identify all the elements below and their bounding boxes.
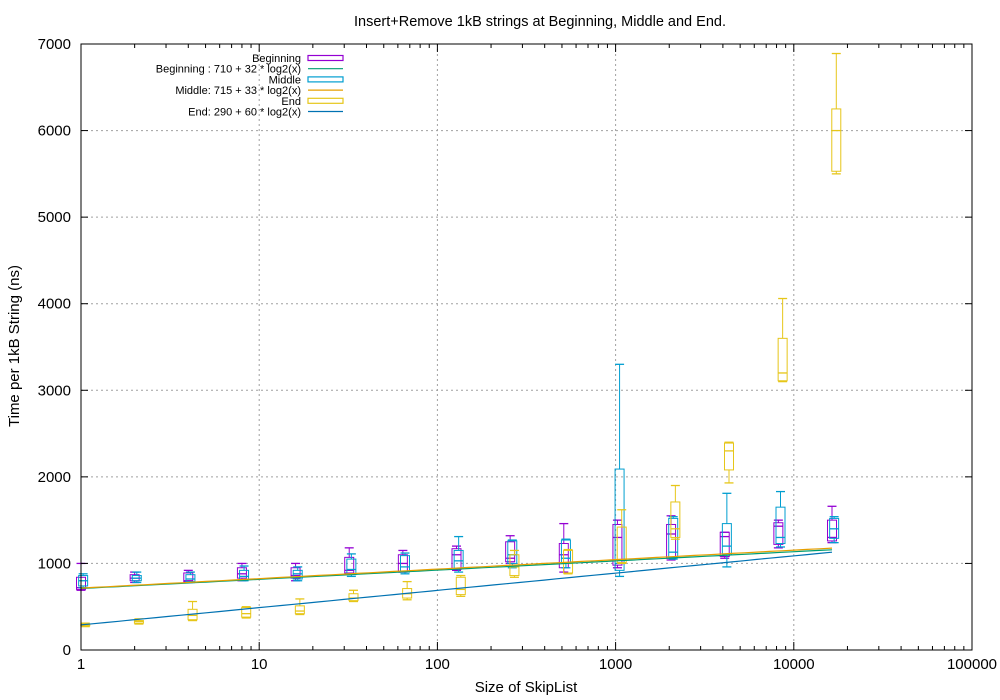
y-tick-label: 5000 [38, 209, 71, 226]
box-iqr [290, 567, 301, 579]
axis-ticks [80, 43, 973, 651]
box-iqr [719, 531, 730, 558]
box-end [294, 598, 305, 616]
box-end [187, 600, 198, 622]
box-end [777, 297, 788, 383]
legend-label: Beginning : 710 + 32 * log2(x) [156, 64, 301, 76]
box-end [616, 509, 627, 565]
y-tick-label: 6000 [38, 123, 71, 140]
box-iqr [723, 442, 734, 471]
box-iqr [831, 108, 842, 172]
box-end [455, 574, 466, 597]
box-iqr [827, 519, 838, 542]
legend-label: Beginning [252, 53, 301, 65]
box-middle [292, 566, 303, 582]
legend-swatch-box [307, 54, 344, 62]
legend-swatch-box [307, 76, 344, 83]
box-end [831, 52, 842, 175]
box-iqr [236, 567, 247, 579]
box-beginning [773, 519, 784, 549]
fit-line [80, 547, 833, 589]
y-tick-label: 0 [63, 642, 71, 659]
box-iqr [344, 556, 355, 574]
y-tick-label: 2000 [38, 469, 71, 486]
box-beginning [719, 531, 730, 559]
x-tick-label: 100 [425, 656, 450, 673]
box-middle [78, 573, 89, 589]
fit-line [80, 549, 833, 590]
box-middle [507, 539, 518, 569]
legend-label: Middle [269, 74, 301, 86]
box-iqr [616, 526, 627, 564]
y-tick-label: 1000 [38, 555, 71, 572]
y-tick-label: 3000 [38, 382, 71, 399]
box-iqr [455, 576, 466, 596]
box-iqr [241, 607, 252, 618]
y-axis-label: Time per 1kB String (ns) [6, 265, 23, 427]
box-iqr [348, 593, 359, 602]
box-iqr [773, 522, 784, 545]
plot-frame [80, 43, 973, 651]
box-iqr [507, 540, 518, 564]
box-middle [453, 535, 464, 573]
x-axis-label: Size of SkipList [475, 679, 578, 696]
legend-swatch-box [307, 97, 344, 104]
fit-line [80, 551, 833, 626]
y-tick-label: 4000 [38, 296, 71, 313]
x-tick-label: 1000 [599, 656, 632, 673]
y-tick-label: 7000 [38, 36, 71, 53]
box-iqr [294, 605, 305, 615]
chart-title: Insert+Remove 1kB strings at Beginning, … [354, 14, 726, 30]
box-middle [829, 516, 840, 544]
box-middle [131, 571, 142, 584]
legend-label: End: 290 + 60 * log2(x) [188, 107, 301, 119]
box-middle [775, 490, 786, 548]
x-tick-label: 100000 [947, 656, 997, 673]
box-iqr [614, 468, 625, 571]
box-end [670, 484, 681, 540]
x-tick-label: 1 [77, 656, 85, 673]
legend-label: End [281, 96, 301, 108]
box-iqr [612, 523, 623, 566]
box-iqr [775, 506, 786, 545]
y-tick-labels: 0 1000 2000 3000 4000 5000 6000 7000 [38, 36, 71, 659]
legend-label: Middle: 715 + 33 * log2(x) [175, 85, 301, 97]
box-end [241, 606, 252, 619]
fit-lines [80, 547, 833, 626]
box-iqr [777, 337, 788, 382]
box-iqr [670, 501, 681, 538]
x-tick-label: 10000 [773, 656, 815, 673]
box-iqr [185, 574, 196, 583]
x-tick-label: 10 [251, 656, 268, 673]
x-tick-labels: 1 10 100 1000 10000 100000 [77, 656, 997, 673]
box-end [723, 441, 734, 484]
box-iqr [292, 569, 303, 580]
grid-lines [81, 44, 972, 650]
